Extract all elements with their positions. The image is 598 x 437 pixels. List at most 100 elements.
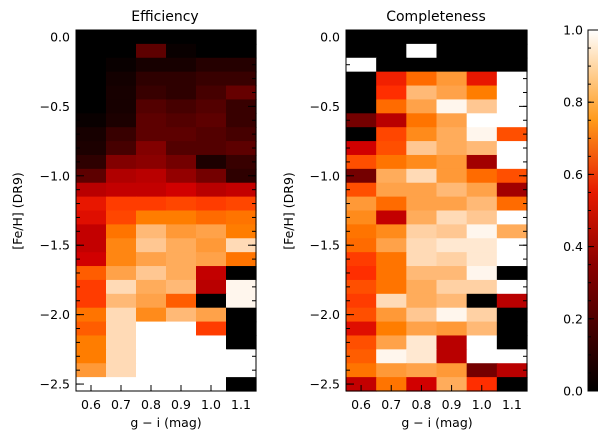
completeness-xlabel: g − i (mag) — [401, 415, 472, 430]
heatmap-cell — [406, 154, 438, 170]
heatmap-cell — [466, 210, 498, 225]
heatmap-cell — [466, 141, 498, 156]
heatmap-cell — [76, 71, 107, 87]
heatmap-cell — [376, 307, 407, 323]
heatmap-cell — [376, 196, 407, 212]
y-tick-label: −0.5 — [40, 99, 70, 114]
heatmap-cell — [196, 307, 227, 323]
heatmap-cell — [136, 363, 167, 378]
colorbar-gradient — [588, 30, 598, 391]
heatmap-cell — [436, 99, 468, 114]
heatmap-cell — [376, 113, 407, 128]
y-tick-label: −2.0 — [40, 307, 70, 322]
heatmap-cell — [226, 196, 257, 212]
heatmap-cell — [466, 266, 498, 281]
heatmap-cell — [166, 154, 197, 170]
heatmap-cell — [166, 99, 197, 114]
heatmap-cell — [106, 85, 137, 101]
heatmap-cell — [406, 363, 438, 378]
heatmap-cell — [136, 127, 167, 142]
colorbar-ticks: 0.0 0.2 0.4 0.6 0.8 1.0 — [563, 23, 594, 399]
heatmap-cell — [376, 85, 407, 101]
completeness-title: Completeness — [386, 9, 486, 25]
heatmap-cell — [376, 43, 407, 59]
heatmap-cell — [496, 321, 528, 337]
heatmap-cell — [346, 377, 377, 392]
heatmap-cell — [466, 307, 498, 323]
y-tick-label: −2.5 — [310, 377, 340, 392]
heatmap-cell — [496, 43, 528, 59]
heatmap-cell — [76, 196, 107, 212]
heatmap-cell — [76, 363, 107, 378]
heatmap-cell — [496, 85, 528, 101]
heatmap-cell — [226, 293, 257, 309]
heatmap-cell — [226, 307, 257, 323]
heatmap-cell — [76, 377, 107, 392]
heatmap-cell — [226, 57, 257, 73]
heatmap-cell — [106, 182, 137, 198]
efficiency-title: Efficiency — [131, 9, 198, 25]
heatmap-cell — [346, 238, 377, 253]
efficiency-y-tick-labels: 0.0 −0.5 −1.0 −1.5 −2.0 −2.5 — [40, 29, 70, 391]
heatmap-cell — [196, 238, 227, 253]
heatmap-cell — [226, 113, 257, 128]
heatmap-cell — [466, 377, 498, 392]
heatmap-cell — [406, 30, 438, 45]
heatmap-cell — [76, 168, 107, 184]
heatmap-cell — [406, 266, 438, 281]
heatmap-cell — [376, 349, 407, 364]
heatmap-cell — [136, 99, 167, 114]
heatmap-cell — [466, 293, 498, 309]
heatmap-cell — [166, 57, 197, 73]
heatmap-cell — [226, 154, 257, 170]
heatmap-cell — [106, 349, 137, 364]
heatmap-cell — [226, 210, 257, 225]
heatmap-cell — [346, 252, 377, 267]
heatmap-cell — [496, 30, 528, 45]
heatmap-cell — [436, 349, 468, 364]
heatmap-cell — [106, 335, 137, 350]
heatmap-cell — [376, 363, 407, 378]
heatmap-cell — [226, 168, 257, 184]
heatmap-cell — [196, 349, 227, 364]
heatmap-cell — [406, 57, 438, 73]
heatmap-cell — [106, 196, 137, 212]
heatmap-cell — [466, 154, 498, 170]
heatmap-cell — [196, 266, 227, 281]
heatmap-cell — [136, 335, 167, 350]
heatmap-cell — [346, 279, 377, 295]
heatmap-cell — [166, 113, 197, 128]
heatmap-cell — [106, 71, 137, 87]
heatmap-cell — [466, 127, 498, 142]
heatmap-cell — [106, 141, 137, 156]
heatmap-cell — [406, 224, 438, 239]
heatmap-cell — [466, 238, 498, 253]
heatmap-cell — [436, 266, 468, 281]
heatmap-cell — [196, 293, 227, 309]
heatmap-cell — [196, 113, 227, 128]
efficiency-heatmap — [76, 30, 257, 392]
heatmap-cell — [346, 182, 377, 198]
y-tick-label: −0.5 — [310, 99, 340, 114]
heatmap-cell — [196, 321, 227, 337]
heatmap-cell — [466, 99, 498, 114]
heatmap-cell — [496, 71, 528, 87]
heatmap-cell — [406, 349, 438, 364]
heatmap-cell — [406, 279, 438, 295]
heatmap-cell — [346, 168, 377, 184]
heatmap-cell — [76, 349, 107, 364]
heatmap-cell — [196, 182, 227, 198]
heatmap-cell — [196, 279, 227, 295]
heatmap-cell — [76, 238, 107, 253]
heatmap-cell — [436, 182, 468, 198]
heatmap-cell — [106, 252, 137, 267]
heatmap-cell — [76, 224, 107, 239]
heatmap-cell — [166, 182, 197, 198]
heatmap-cell — [106, 127, 137, 142]
heatmap-cell — [76, 127, 107, 142]
heatmap-cell — [436, 196, 468, 212]
heatmap-cell — [436, 57, 468, 73]
heatmap-cell — [226, 182, 257, 198]
heatmap-cell — [346, 57, 377, 73]
heatmap-cell — [406, 377, 438, 392]
